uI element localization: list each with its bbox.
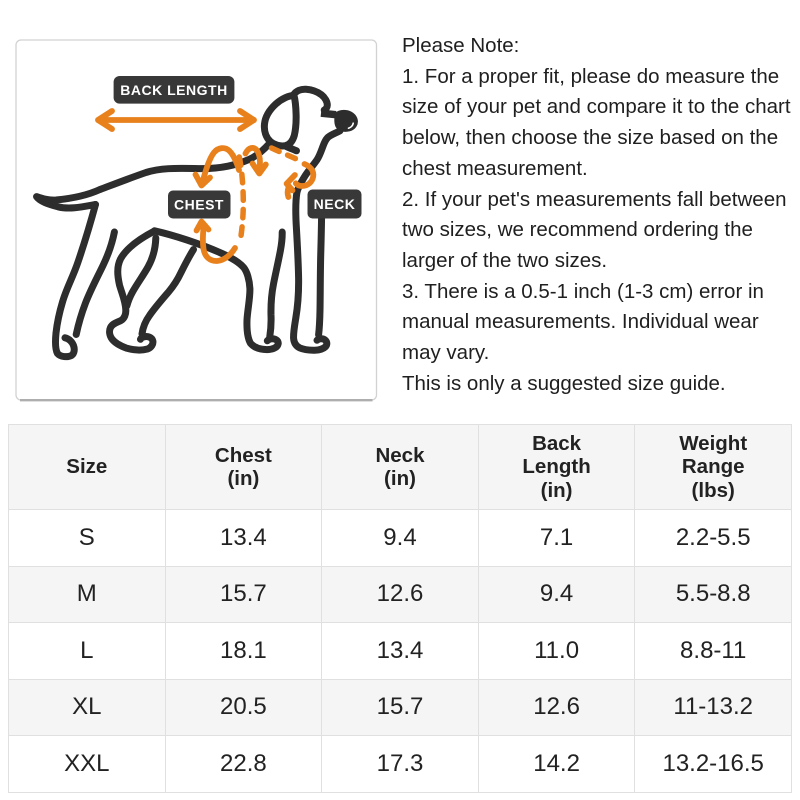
svg-text:NECK: NECK	[314, 196, 356, 212]
svg-text:CHEST: CHEST	[174, 197, 224, 213]
svg-text:BACK LENGTH: BACK LENGTH	[120, 82, 227, 98]
